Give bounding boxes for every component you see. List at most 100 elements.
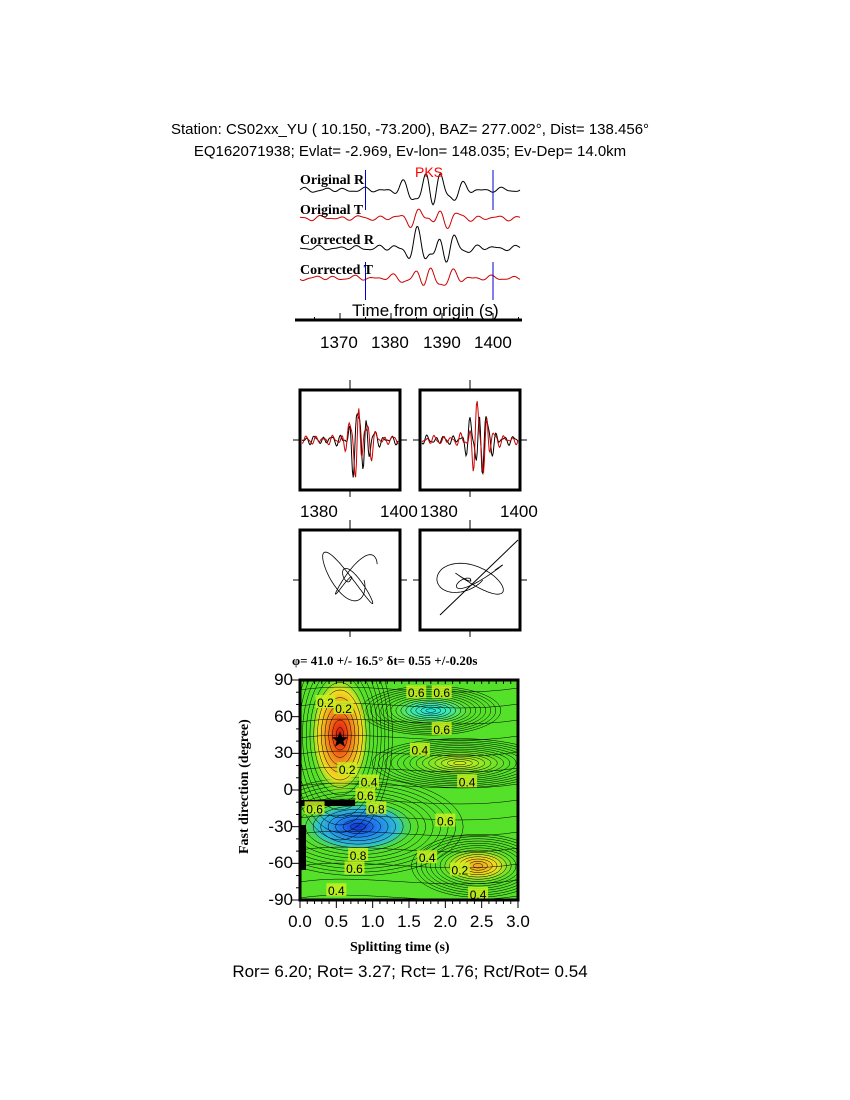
contour-label-text: 0.2	[339, 763, 356, 777]
contour-line	[405, 701, 457, 720]
grid-xtick: 0.0	[288, 912, 312, 931]
time-tick-1390: 1390	[423, 333, 461, 352]
grid-ytick: 60	[274, 706, 293, 726]
contour-label: 0.8	[366, 801, 387, 816]
trace-label-original-r: Original R	[300, 173, 365, 188]
contour-label: 0.6	[431, 721, 452, 737]
contour-line	[370, 689, 492, 732]
overlay-left-tick-1400: 1400	[380, 502, 418, 521]
contour-line	[410, 703, 452, 718]
contour-label-bg	[333, 701, 354, 715]
contour-label-bg	[304, 801, 325, 815]
misfit-region	[300, 798, 419, 855]
time-tick-1380: 1380	[371, 333, 409, 352]
contour-label-bg	[409, 742, 430, 756]
contour-line	[473, 863, 484, 869]
contour-line	[317, 689, 363, 781]
contour-label-text: 0.8	[350, 849, 367, 863]
contour-label-text: 0.2	[335, 702, 352, 716]
grid-xtick: 3.0	[506, 912, 530, 931]
contour-line	[300, 734, 518, 741]
contour-line	[435, 845, 518, 887]
contour-line	[313, 682, 367, 788]
contour-label-bg	[366, 801, 387, 815]
overlay-right-tick-1400: 1400	[500, 502, 538, 521]
contour-label: 0.4	[326, 883, 347, 898]
contour-label-bg	[348, 847, 369, 861]
contour-line	[440, 757, 479, 769]
contour-line	[453, 761, 467, 766]
contour-line	[300, 830, 518, 837]
contour-dense-band	[300, 800, 355, 806]
contour-label-text: 0.4	[419, 851, 436, 865]
misfit-heatmap: 0.2 0.20.6 0.60.60.40.20.4 0.40.60.80.60.60…	[300, 680, 518, 902]
contour-label-text: 0.4	[459, 775, 476, 789]
best-fit-star-icon	[331, 731, 349, 747]
contour-label-text: 0.6	[433, 686, 450, 700]
station-info: Station: CS02xx_YU ( 10.150, -73.200), B…	[170, 121, 650, 138]
contour-label-text: 0.2	[317, 696, 334, 710]
contour-line	[302, 680, 378, 811]
contour-label-bg	[406, 685, 427, 699]
contour-line	[300, 766, 518, 773]
contour-line	[300, 680, 393, 841]
grid-ytick: 90	[274, 670, 293, 689]
contour-label-text: 0.4	[361, 775, 378, 789]
contour-label-bg	[449, 862, 470, 876]
phase-label: PKS	[415, 164, 444, 180]
contour-line	[415, 705, 447, 717]
contour-label-text: 0.4	[470, 888, 487, 902]
overlay-trace-slow	[421, 401, 519, 474]
contour-label-bg	[435, 813, 456, 827]
contour-line	[300, 680, 389, 833]
grid-title: φ= 41.0 +/- 16.5° δt= 0.55 +/-0.20s	[292, 653, 478, 668]
contour-label: 0.2	[315, 695, 336, 710]
contour-label-bg	[431, 721, 452, 735]
grid-ylabel: Fast direction (degree)	[237, 719, 252, 854]
contour-line	[444, 849, 512, 882]
contour-label-text: 0.8	[368, 802, 385, 816]
contour-line	[422, 752, 498, 774]
contour-line	[300, 846, 518, 853]
contour-label: 0.4	[409, 742, 430, 758]
contour-label-bg	[431, 685, 452, 699]
contour-line	[390, 696, 472, 725]
particle-motion-path	[436, 562, 504, 595]
grid-ytick: 0	[283, 780, 293, 799]
event-info: EQ162071938; Evlat= -2.969, Ev-lon= 148.…	[193, 143, 627, 160]
contour-label-bg	[326, 883, 347, 897]
contour-line	[327, 812, 389, 841]
particle-motion-path	[322, 551, 378, 604]
contour-label-text: 0.4	[412, 744, 429, 758]
contour-line	[335, 815, 381, 838]
misfit-region	[390, 696, 471, 725]
contour-label: 0.6	[304, 801, 325, 816]
contour-label-text: 0.6	[408, 686, 425, 700]
contour-label: 0.2	[449, 862, 470, 877]
grid-ytick: 30	[274, 743, 293, 763]
waveform-trace	[299, 172, 521, 206]
grid-ytick: -30	[268, 816, 293, 836]
time-tick-1370: 1370	[320, 333, 358, 352]
time-axis-label: Time from origin (s)	[352, 301, 499, 320]
footer-ratios: Ror= 6.20; Rot= 3.27; Rct= 1.76; Rct/Rot…	[232, 962, 588, 981]
contour-line	[300, 798, 518, 805]
grid-xtick: 2.5	[469, 912, 494, 931]
contour-label-text: 0.6	[433, 723, 450, 737]
contour-label-bg	[468, 886, 489, 900]
contour-line	[300, 862, 518, 869]
particle-motion-path	[439, 539, 519, 616]
contour-label-text: 0.2	[452, 863, 469, 877]
contour-line	[300, 814, 518, 821]
waveform-trace	[299, 225, 521, 263]
contour-label: 0.6	[344, 861, 365, 876]
contour-label: 0.6	[406, 685, 427, 700]
contour-label: 0.6	[355, 787, 376, 803]
overlay-trace-fast	[421, 416, 519, 476]
contour-label: 0.4	[417, 850, 438, 865]
contour-label: 0.4	[457, 774, 478, 789]
contour-line	[300, 686, 518, 693]
contour-line	[300, 680, 386, 826]
contour-line	[385, 694, 477, 727]
